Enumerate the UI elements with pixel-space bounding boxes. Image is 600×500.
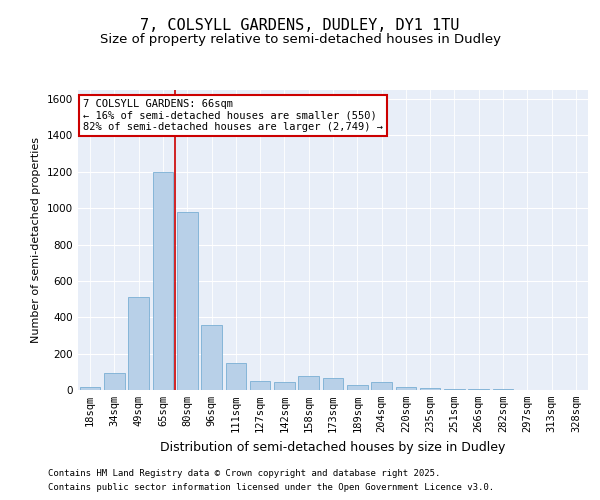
Bar	[80, 386, 100, 390]
Text: 7 COLSYLL GARDENS: 66sqm
← 16% of semi-detached houses are smaller (550)
82% of : 7 COLSYLL GARDENS: 66sqm ← 16% of semi-d…	[83, 99, 383, 132]
Bar	[395, 386, 416, 390]
Bar	[201, 326, 222, 390]
Bar	[298, 376, 319, 390]
X-axis label: Distribution of semi-detached houses by size in Dudley: Distribution of semi-detached houses by …	[160, 440, 506, 454]
Bar	[226, 362, 246, 390]
Bar	[323, 378, 343, 390]
Bar	[347, 385, 368, 390]
Bar	[371, 382, 392, 390]
Bar	[274, 382, 295, 390]
Bar	[177, 212, 197, 390]
Text: Contains HM Land Registry data © Crown copyright and database right 2025.: Contains HM Land Registry data © Crown c…	[48, 468, 440, 477]
Bar	[128, 298, 149, 390]
Bar	[444, 389, 465, 390]
Y-axis label: Number of semi-detached properties: Number of semi-detached properties	[31, 137, 41, 343]
Text: Contains public sector information licensed under the Open Government Licence v3: Contains public sector information licen…	[48, 484, 494, 492]
Bar	[152, 172, 173, 390]
Bar	[420, 388, 440, 390]
Text: 7, COLSYLL GARDENS, DUDLEY, DY1 1TU: 7, COLSYLL GARDENS, DUDLEY, DY1 1TU	[140, 18, 460, 32]
Bar	[250, 381, 271, 390]
Bar	[104, 372, 125, 390]
Text: Size of property relative to semi-detached houses in Dudley: Size of property relative to semi-detach…	[100, 32, 500, 46]
